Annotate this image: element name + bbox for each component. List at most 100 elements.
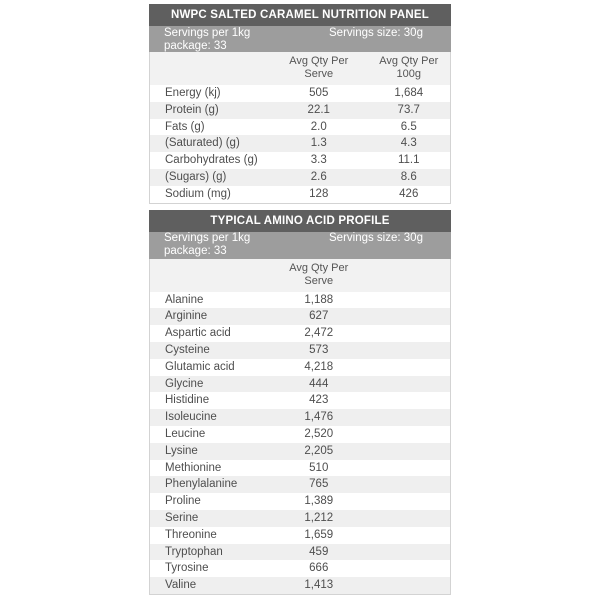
nutrition-panel: NWPC SALTED CARAMEL NUTRITION PANEL Serv… xyxy=(149,4,451,204)
table-row: Arginine 627 xyxy=(150,308,450,326)
row-serve-value: 1,413 xyxy=(304,579,334,592)
row-label: Lysine xyxy=(165,444,198,457)
row-serve-value: 1.3 xyxy=(310,137,327,150)
servings-per-package: Servings per 1kg package: 33 xyxy=(164,232,251,258)
table-row: Aspartic acid 2,472 xyxy=(150,325,450,342)
nutrition-table: Avg Qty Per Serve Avg Qty Per 100g Energ… xyxy=(149,52,451,204)
table-row: Cysteine 573 xyxy=(150,341,450,359)
row-100g-value: 6.5 xyxy=(400,120,417,133)
table-row: Valine 1,413 xyxy=(150,577,450,594)
row-label: Fats (g) xyxy=(165,120,205,133)
table-row: Glutamic acid 4,218 xyxy=(150,358,450,376)
table-row: Isoleucine 1,476 xyxy=(150,409,450,426)
row-label: Energy (kj) xyxy=(165,87,221,99)
row-label: Sodium (mg) xyxy=(165,187,231,200)
table-row: Proline 1,389 xyxy=(150,493,450,510)
row-label: Tryptophan xyxy=(165,545,223,558)
row-label: Protein (g) xyxy=(165,103,219,116)
nutrition-panel-title: NWPC SALTED CARAMEL NUTRITION PANEL xyxy=(149,4,451,26)
row-serve-value: 1,212 xyxy=(304,511,334,524)
column-header-100g: Avg Qty Per 100g xyxy=(379,55,439,80)
table-row: Sodium (mg) 128 426 xyxy=(150,185,450,203)
row-label: (Sugars) (g) xyxy=(165,170,227,183)
nutrition-column-header: Avg Qty Per Serve Avg Qty Per 100g xyxy=(150,52,450,85)
row-label: Arginine xyxy=(165,310,208,323)
table-row: Fats (g) 2.0 6.5 xyxy=(150,118,450,136)
row-label: Proline xyxy=(165,495,201,508)
amino-table: Avg Qty Per Serve Alanine 1,188 Arginine… xyxy=(149,258,451,595)
row-100g-value: 8.6 xyxy=(400,170,417,183)
table-row: Protein (g) 22.1 73.7 xyxy=(150,101,450,119)
row-serve-value: 1,389 xyxy=(304,495,334,508)
row-serve-value: 1,659 xyxy=(304,528,334,541)
row-serve-value: 2.0 xyxy=(310,120,327,133)
row-label: Glycine xyxy=(165,377,204,390)
row-serve-value: 128 xyxy=(309,187,329,200)
row-serve-value: 1,188 xyxy=(304,293,334,306)
row-label: Leucine xyxy=(165,427,206,440)
column-header-serve: Avg Qty Per Serve xyxy=(289,261,349,287)
row-label: Cysteine xyxy=(165,343,210,356)
row-label: (Saturated) (g) xyxy=(165,137,240,150)
row-serve-value: 459 xyxy=(309,545,329,558)
amino-panel-subheader: Servings per 1kg package: 33 Servings si… xyxy=(149,231,451,259)
nutrition-panel-subheader: Servings per 1kg package: 33 Servings si… xyxy=(149,26,451,52)
servings-size: Servings size: 30g xyxy=(329,232,423,245)
table-row: Tyrosine 666 xyxy=(150,560,450,578)
table-row: (Saturated) (g) 1.3 4.3 xyxy=(150,135,450,153)
row-serve-value: 510 xyxy=(309,461,329,474)
servings-per-package: Servings per 1kg package: 33 xyxy=(164,26,251,52)
row-serve-value: 627 xyxy=(309,310,329,323)
row-label: Phenylalanine xyxy=(165,478,238,491)
row-label: Tyrosine xyxy=(165,562,209,575)
row-label: Isoleucine xyxy=(165,411,217,424)
table-row: Carbohydrates (g) 3.3 11.1 xyxy=(150,152,450,169)
row-100g-value: 1,684 xyxy=(394,87,424,99)
row-100g-value: 426 xyxy=(399,187,419,200)
row-label: Aspartic acid xyxy=(165,327,231,340)
row-serve-value: 4,218 xyxy=(304,360,334,373)
table-row: Energy (kj) 505 1,684 xyxy=(150,85,450,102)
amino-panel-title: TYPICAL AMINO ACID PROFILE xyxy=(149,209,451,232)
row-serve-value: 22.1 xyxy=(307,103,330,116)
row-serve-value: 2,205 xyxy=(304,444,334,457)
row-100g-value: 4.3 xyxy=(400,137,417,150)
row-label: Methionine xyxy=(165,461,222,474)
table-row: Methionine 510 xyxy=(150,459,450,477)
row-serve-value: 1,476 xyxy=(304,411,334,424)
row-serve-value: 505 xyxy=(309,87,329,99)
row-serve-value: 3.3 xyxy=(310,154,327,167)
table-row: Leucine 2,520 xyxy=(150,425,450,443)
row-serve-value: 765 xyxy=(309,478,329,491)
row-serve-value: 444 xyxy=(309,377,329,390)
row-label: Serine xyxy=(165,511,199,524)
column-header-spacer xyxy=(368,262,451,288)
row-label: Alanine xyxy=(165,293,204,306)
table-row: Threonine 1,659 xyxy=(150,526,450,544)
column-header-serve: Avg Qty Per Serve xyxy=(289,55,349,80)
table-row: (Sugars) (g) 2.6 8.6 xyxy=(150,168,450,186)
amino-acid-panel: TYPICAL AMINO ACID PROFILE Servings per … xyxy=(149,209,451,595)
table-row: Alanine 1,188 xyxy=(150,291,450,309)
row-serve-value: 2.6 xyxy=(310,170,327,183)
row-serve-value: 666 xyxy=(309,562,329,575)
row-serve-value: 2,472 xyxy=(304,327,334,340)
table-row: Histidine 423 xyxy=(150,392,450,410)
table-row: Glycine 444 xyxy=(150,375,450,393)
servings-size: Servings size: 30g xyxy=(329,26,423,39)
row-serve-value: 423 xyxy=(309,394,329,407)
row-100g-value: 11.1 xyxy=(397,154,420,167)
table-row: Tryptophan 459 xyxy=(150,543,450,561)
amino-column-header: Avg Qty Per Serve xyxy=(150,258,451,292)
table-row: Serine 1,212 xyxy=(150,509,450,527)
row-label: Carbohydrates (g) xyxy=(165,154,258,167)
row-serve-value: 2,520 xyxy=(304,427,334,440)
table-row: Lysine 2,205 xyxy=(150,442,450,460)
row-100g-value: 73.7 xyxy=(397,103,420,116)
row-label: Histidine xyxy=(165,394,210,407)
row-label: Glutamic acid xyxy=(165,360,235,373)
column-header-spacer xyxy=(150,262,270,288)
row-label: Threonine xyxy=(165,528,217,541)
column-header-spacer xyxy=(150,55,270,81)
row-serve-value: 573 xyxy=(309,343,329,356)
